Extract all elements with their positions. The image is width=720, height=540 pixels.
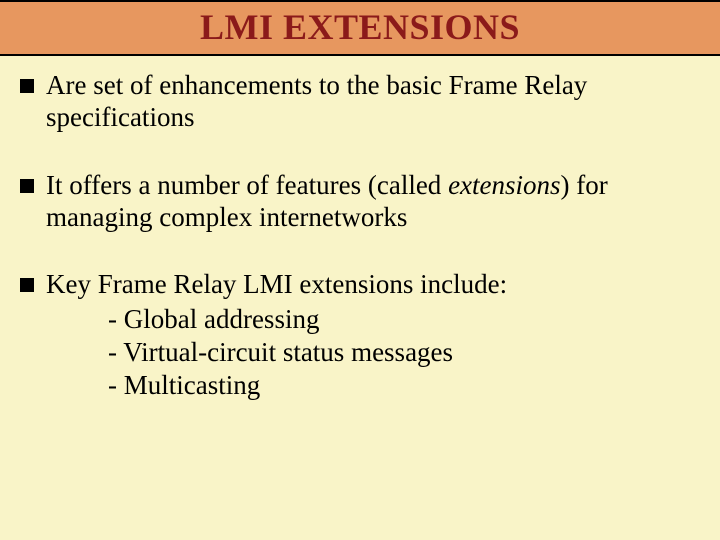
bullet-text-pre: Are set of enhancements to the basic Fra… xyxy=(46,70,587,132)
bullet-text-pre: It offers a number of features (called xyxy=(46,170,448,200)
slide-content: Are set of enhancements to the basic Fra… xyxy=(0,56,720,402)
bullet-item: Key Frame Relay LMI extensions include: … xyxy=(20,269,700,402)
square-bullet-icon xyxy=(20,278,34,292)
sub-item: - Global addressing xyxy=(108,303,700,336)
bullet-item: It offers a number of features (called e… xyxy=(20,170,700,234)
square-bullet-icon xyxy=(20,79,34,93)
bullet-text-pre: Key Frame Relay LMI extensions include: xyxy=(46,269,507,299)
bullet-text: It offers a number of features (called e… xyxy=(46,170,700,234)
sub-item: - Virtual-circuit status messages xyxy=(108,336,700,369)
bullet-item: Are set of enhancements to the basic Fra… xyxy=(20,70,700,134)
bullet-text: Key Frame Relay LMI extensions include: … xyxy=(46,269,700,402)
bullet-text: Are set of enhancements to the basic Fra… xyxy=(46,70,700,134)
title-bar: LMI EXTENSIONS xyxy=(0,0,720,56)
square-bullet-icon xyxy=(20,179,34,193)
sub-list: - Global addressing - Virtual-circuit st… xyxy=(46,303,700,402)
sub-item: - Multicasting xyxy=(108,369,700,402)
bullet-text-italic: extensions xyxy=(448,170,560,200)
slide-title: LMI EXTENSIONS xyxy=(0,6,720,48)
slide: LMI EXTENSIONS Are set of enhancements t… xyxy=(0,0,720,540)
